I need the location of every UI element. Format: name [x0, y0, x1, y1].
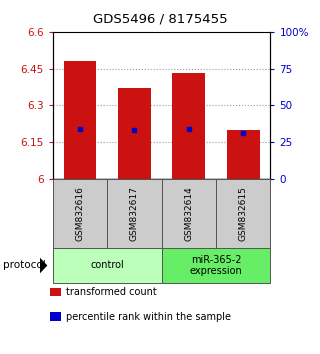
Text: transformed count: transformed count — [66, 287, 156, 297]
Text: GDS5496 / 8175455: GDS5496 / 8175455 — [93, 12, 227, 25]
Bar — [227, 130, 260, 179]
Text: GSM832615: GSM832615 — [239, 186, 248, 241]
Text: GSM832614: GSM832614 — [184, 186, 193, 241]
Polygon shape — [40, 258, 47, 273]
Text: percentile rank within the sample: percentile rank within the sample — [66, 312, 231, 322]
Text: miR-365-2
expression: miR-365-2 expression — [190, 255, 242, 276]
Text: control: control — [90, 261, 124, 270]
Text: protocol: protocol — [3, 261, 46, 270]
Bar — [64, 61, 96, 179]
Bar — [118, 88, 151, 179]
Text: GSM832616: GSM832616 — [76, 186, 84, 241]
Text: GSM832617: GSM832617 — [130, 186, 139, 241]
Bar — [172, 74, 205, 179]
